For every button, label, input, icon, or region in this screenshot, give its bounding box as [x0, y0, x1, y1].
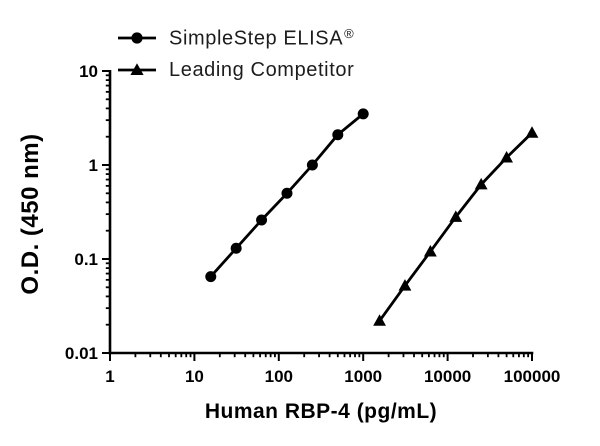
data-point-circle [256, 214, 268, 226]
data-point-triangle [449, 210, 463, 222]
registered-trademark-symbol: ® [344, 26, 355, 42]
data-point-circle [306, 159, 318, 171]
x-tick-label: 100000 [504, 367, 561, 386]
legend-item-simplestep: SimpleStep ELISA® [118, 22, 354, 54]
x-tick-label: 10000 [424, 367, 471, 386]
data-point-circle [230, 242, 242, 254]
data-point-triangle [525, 126, 539, 138]
x-axis-title: Human RBP-4 (pg/mL) [204, 400, 438, 423]
legend-label-competitor: Leading Competitor [169, 59, 354, 82]
data-point-triangle [373, 314, 386, 326]
x-tick-label: 10 [185, 367, 204, 386]
y-axis-title: O.D. (450 nm) [17, 133, 44, 295]
legend-text: SimpleStep ELISA [169, 27, 344, 50]
x-tick-label: 1 [105, 367, 114, 386]
data-point-triangle [423, 244, 437, 257]
legend: SimpleStep ELISA® Leading Competitor [118, 22, 354, 86]
data-point-circle [332, 129, 344, 141]
legend-item-competitor: Leading Competitor [118, 54, 354, 86]
triangle-marker-icon [118, 63, 156, 75]
circle-marker-icon [118, 32, 156, 44]
x-tick-label: 1000 [344, 367, 382, 386]
legend-label-simplestep: SimpleStep ELISA® [169, 25, 355, 51]
data-point-triangle [474, 177, 488, 190]
data-point-circle [205, 271, 217, 283]
data-point-triangle [398, 279, 412, 291]
y-tick-label: 0.01 [65, 344, 98, 363]
y-tick-label: 10 [79, 62, 98, 81]
data-point-circle [357, 108, 369, 120]
data-point-triangle [500, 150, 513, 163]
data-point-circle [281, 187, 293, 199]
y-tick-label: 1 [89, 156, 98, 175]
x-tick-label: 100 [265, 367, 293, 386]
y-tick-label: 0.1 [74, 250, 98, 269]
legend-text: Leading Competitor [169, 58, 355, 81]
